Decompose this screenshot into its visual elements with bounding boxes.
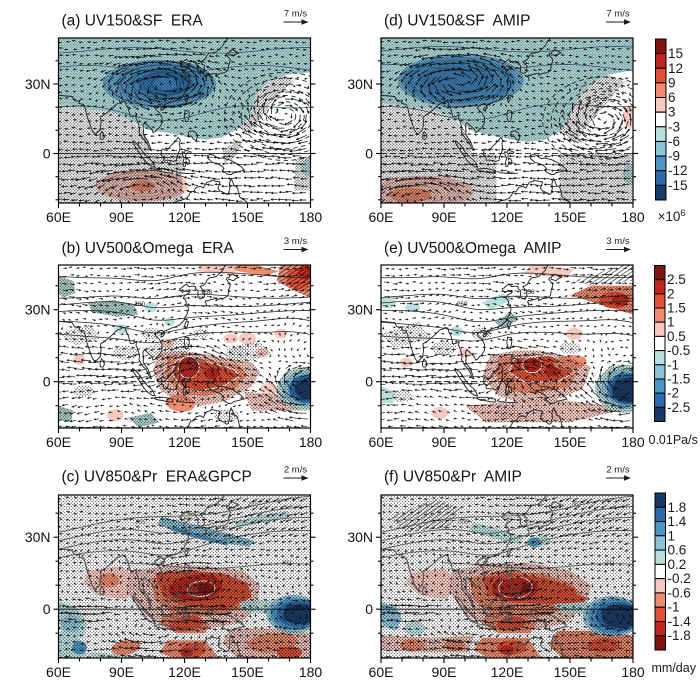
svg-text:3: 3 xyxy=(668,105,676,120)
svg-text:90E: 90E xyxy=(109,434,134,450)
svg-text:258: 258 xyxy=(201,289,212,296)
svg-text:30N: 30N xyxy=(25,302,51,318)
svg-text:0.6: 0.6 xyxy=(668,543,687,558)
svg-text:258: 258 xyxy=(524,289,535,296)
svg-text:3 m/s: 3 m/s xyxy=(606,236,629,247)
svg-text:15: 15 xyxy=(668,46,683,61)
svg-text:90E: 90E xyxy=(432,209,457,225)
svg-text:-1.5: -1.5 xyxy=(667,372,690,387)
svg-text:(e) UV500&Omega AMIP: (e) UV500&Omega AMIP xyxy=(384,240,561,257)
svg-text:150E: 150E xyxy=(554,664,587,680)
svg-text:180: 180 xyxy=(621,209,645,225)
svg-text:60E: 60E xyxy=(46,434,71,450)
svg-text:180: 180 xyxy=(299,434,323,450)
svg-text:7 m/s: 7 m/s xyxy=(284,9,307,20)
svg-text:120E: 120E xyxy=(168,434,201,450)
svg-text:180: 180 xyxy=(621,434,645,450)
svg-text:30N: 30N xyxy=(25,76,51,92)
svg-text:150E: 150E xyxy=(231,209,264,225)
svg-text:(a) UV150&SF ERA: (a) UV150&SF ERA xyxy=(62,13,204,30)
svg-text:mm/day: mm/day xyxy=(652,661,697,675)
svg-text:90E: 90E xyxy=(109,209,134,225)
svg-text:1: 1 xyxy=(667,315,675,330)
svg-text:120E: 120E xyxy=(491,664,524,680)
svg-text:12: 12 xyxy=(668,61,683,76)
svg-text:60E: 60E xyxy=(46,209,71,225)
svg-text:6: 6 xyxy=(668,90,676,105)
svg-text:150E: 150E xyxy=(231,664,264,680)
svg-text:30N: 30N xyxy=(347,529,373,545)
svg-text:150E: 150E xyxy=(231,434,264,450)
svg-text:×106: ×106 xyxy=(658,208,686,224)
svg-text:-1: -1 xyxy=(667,357,679,372)
svg-text:60E: 60E xyxy=(369,209,394,225)
svg-text:60E: 60E xyxy=(46,664,71,680)
svg-text:260: 260 xyxy=(134,301,145,308)
svg-text:-6: -6 xyxy=(668,134,680,149)
svg-text:(d) UV150&SF AMIP: (d) UV150&SF AMIP xyxy=(384,13,530,30)
svg-text:60E: 60E xyxy=(369,664,394,680)
svg-text:120E: 120E xyxy=(168,209,201,225)
svg-text:1.5: 1.5 xyxy=(667,301,686,316)
svg-text:2: 2 xyxy=(667,286,675,301)
svg-text:-0.6: -0.6 xyxy=(668,585,691,600)
svg-text:120E: 120E xyxy=(491,209,524,225)
svg-text:150E: 150E xyxy=(554,209,587,225)
svg-text:-2.5: -2.5 xyxy=(667,400,690,415)
svg-text:3 m/s: 3 m/s xyxy=(284,236,307,247)
svg-text:0: 0 xyxy=(365,601,373,617)
svg-text:30N: 30N xyxy=(25,529,51,545)
svg-text:(b) UV500&Omega ERA: (b) UV500&Omega ERA xyxy=(62,240,235,257)
svg-text:260: 260 xyxy=(457,301,468,308)
svg-text:-2: -2 xyxy=(667,386,679,401)
svg-text:120E: 120E xyxy=(168,664,201,680)
svg-text:-1.8: -1.8 xyxy=(668,628,691,643)
svg-text:0: 0 xyxy=(43,374,51,390)
svg-text:30N: 30N xyxy=(347,76,373,92)
svg-text:(c) UV850&Pr ERA&GPCP: (c) UV850&Pr ERA&GPCP xyxy=(62,469,252,486)
svg-text:90E: 90E xyxy=(432,664,457,680)
svg-text:-1: -1 xyxy=(668,600,680,615)
svg-text:2 m/s: 2 m/s xyxy=(284,465,307,476)
svg-text:1.8: 1.8 xyxy=(668,500,687,515)
svg-text:90E: 90E xyxy=(432,434,457,450)
svg-text:-12: -12 xyxy=(668,163,688,178)
svg-text:120E: 120E xyxy=(491,434,524,450)
svg-text:60E: 60E xyxy=(369,434,394,450)
svg-text:9: 9 xyxy=(668,75,676,90)
svg-text:-15: -15 xyxy=(668,178,688,193)
svg-text:-9: -9 xyxy=(668,149,680,164)
svg-text:0: 0 xyxy=(43,601,51,617)
svg-text:-0.2: -0.2 xyxy=(668,571,691,586)
svg-text:0.2: 0.2 xyxy=(668,557,687,572)
svg-text:2.5: 2.5 xyxy=(667,272,686,287)
svg-text:0: 0 xyxy=(365,374,373,390)
svg-text:30N: 30N xyxy=(347,302,373,318)
svg-text:1: 1 xyxy=(668,528,676,543)
svg-text:7 m/s: 7 m/s xyxy=(606,9,629,20)
svg-text:180: 180 xyxy=(299,209,323,225)
svg-text:0: 0 xyxy=(43,146,51,162)
svg-text:90E: 90E xyxy=(109,664,134,680)
svg-text:0.01Pa/s: 0.01Pa/s xyxy=(649,433,698,447)
svg-text:-3: -3 xyxy=(668,119,680,134)
svg-text:0: 0 xyxy=(365,146,373,162)
svg-text:150E: 150E xyxy=(554,434,587,450)
svg-text:-1.4: -1.4 xyxy=(668,614,692,629)
svg-text:2 m/s: 2 m/s xyxy=(606,465,629,476)
svg-text:(f) UV850&Pr AMIP: (f) UV850&Pr AMIP xyxy=(384,469,522,486)
svg-text:180: 180 xyxy=(299,664,323,680)
svg-text:0.5: 0.5 xyxy=(667,329,686,344)
svg-text:1.4: 1.4 xyxy=(668,514,687,529)
svg-text:-0.5: -0.5 xyxy=(667,343,690,358)
svg-text:180: 180 xyxy=(621,664,645,680)
